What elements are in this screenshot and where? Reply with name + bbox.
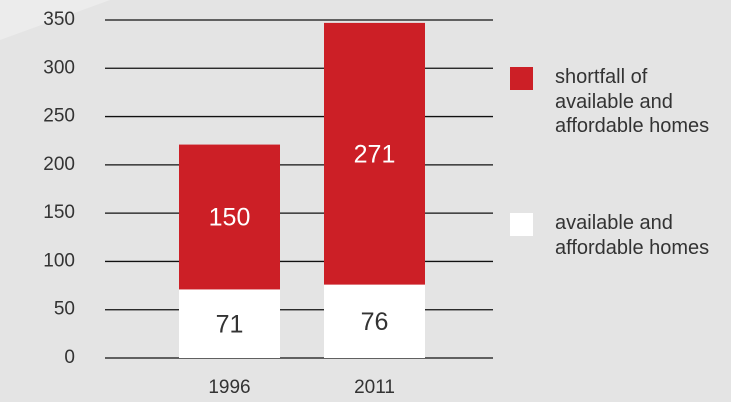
y-tick-label: 250 bbox=[43, 106, 75, 127]
y-tick-label: 200 bbox=[43, 154, 75, 175]
data-label: 150 bbox=[209, 204, 251, 232]
y-tick-label: 0 bbox=[64, 347, 75, 368]
y-tick-label: 50 bbox=[54, 299, 75, 320]
y-tick-label: 300 bbox=[43, 57, 75, 78]
legend-swatch bbox=[510, 213, 533, 236]
bar-segment bbox=[179, 289, 280, 358]
y-tick-label: 100 bbox=[43, 250, 75, 271]
data-label: 71 bbox=[216, 310, 244, 338]
bar-segment bbox=[324, 22, 425, 285]
y-tick-label: 350 bbox=[43, 9, 75, 30]
x-tick-label: 2011 bbox=[354, 377, 395, 398]
legend-label: available and affordable homes bbox=[555, 212, 710, 259]
x-tick-label: 1996 bbox=[208, 377, 250, 398]
bar-segment bbox=[324, 284, 425, 358]
legend-swatch bbox=[510, 67, 533, 90]
data-label: 271 bbox=[354, 140, 396, 168]
data-label: 76 bbox=[361, 308, 389, 336]
background-accent bbox=[0, 0, 110, 40]
legend-label: shortfall of available and affordable ho… bbox=[555, 66, 710, 137]
bar-segment bbox=[179, 144, 280, 290]
y-tick-label: 150 bbox=[43, 202, 75, 223]
